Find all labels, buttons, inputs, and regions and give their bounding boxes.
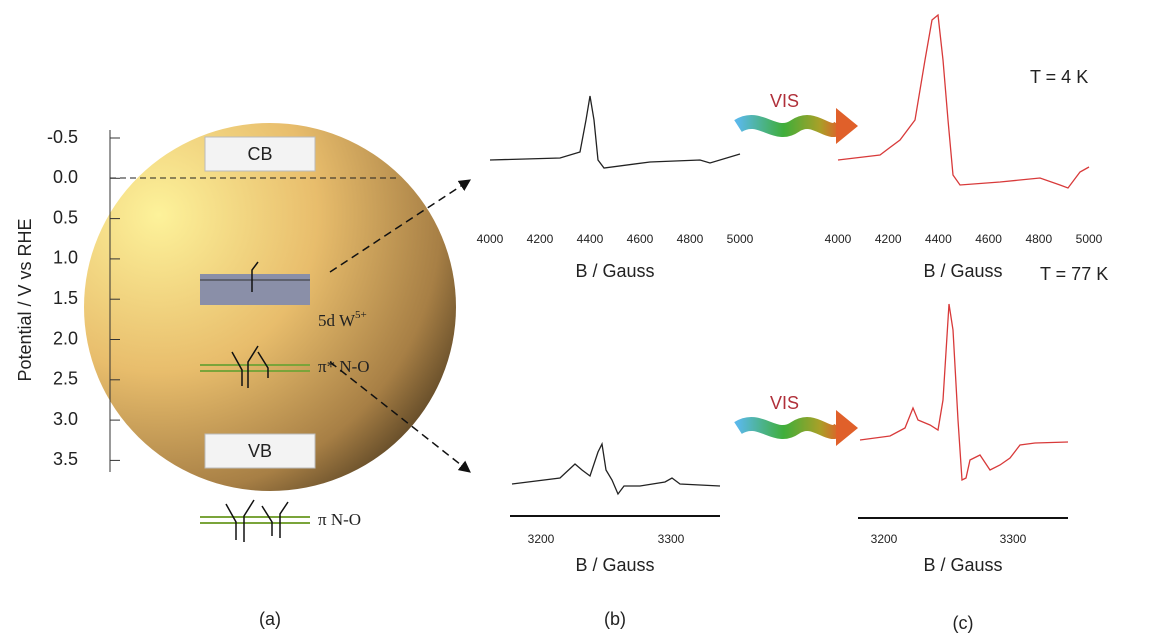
vis-arrow-head xyxy=(836,410,858,446)
x-tick-label: 3300 xyxy=(658,532,685,546)
panel-label: (c) xyxy=(953,613,974,633)
y-tick-label: 0.0 xyxy=(53,167,78,187)
x-tick-label: 4600 xyxy=(975,232,1002,246)
x-axis-label: B / Gauss xyxy=(923,555,1002,575)
x-tick-label: 4000 xyxy=(477,232,504,246)
vis-arrow xyxy=(738,122,840,130)
x-tick-label: 4200 xyxy=(875,232,902,246)
electrons xyxy=(226,500,288,542)
y-tick-label: 1.5 xyxy=(53,288,78,308)
cb-label: CB xyxy=(247,144,272,164)
vb-label: VB xyxy=(248,441,272,461)
y-tick-label: 3.5 xyxy=(53,449,78,469)
x-tick-label: 4800 xyxy=(677,232,704,246)
x-axis-label: B / Gauss xyxy=(575,261,654,281)
panel-label: (a) xyxy=(259,609,281,629)
x-tick-label: 5000 xyxy=(727,232,754,246)
w-text: 5d W xyxy=(318,311,356,330)
w-charge: 5+ xyxy=(355,309,367,321)
x-tick-label: 3200 xyxy=(871,532,898,546)
x-tick-label: 4400 xyxy=(925,232,952,246)
pi-label: π N-O xyxy=(318,510,361,529)
x-tick-label: 4000 xyxy=(825,232,852,246)
x-tick-label: 3300 xyxy=(1000,532,1027,546)
y-tick-label: 1.0 xyxy=(53,248,78,268)
spectrum xyxy=(512,444,720,494)
vis-arrow-head xyxy=(836,108,858,144)
w-band xyxy=(200,274,310,305)
temperature: T = 77 K xyxy=(1040,264,1108,284)
x-tick-label: 4600 xyxy=(627,232,654,246)
temperature: T = 4 K xyxy=(1030,67,1088,87)
x-tick-label: 5000 xyxy=(1076,232,1103,246)
y-tick-label: 3.0 xyxy=(53,409,78,429)
y-tick-label: 2.5 xyxy=(53,369,78,389)
x-tick-label: 4400 xyxy=(577,232,604,246)
x-tick-label: 3200 xyxy=(528,532,555,546)
panel-label: (b) xyxy=(604,609,626,629)
x-axis-label: B / Gauss xyxy=(575,555,654,575)
y-tick-label: 2.0 xyxy=(53,328,78,348)
x-axis-label: B / Gauss xyxy=(923,261,1002,281)
spectrum xyxy=(838,15,1089,188)
vis-label: VIS xyxy=(770,91,799,111)
y-tick-label: 0.5 xyxy=(53,207,78,227)
figure: Potential / V vs RHE CB VB 5d W5+ π* N-O… xyxy=(0,0,1151,637)
vis-label: VIS xyxy=(770,393,799,413)
spectrum xyxy=(490,96,740,168)
x-tick-label: 4200 xyxy=(527,232,554,246)
y-tick-label: -0.5 xyxy=(47,127,78,147)
y-axis-label: Potential / V vs RHE xyxy=(15,218,35,381)
x-tick-label: 4800 xyxy=(1025,232,1052,246)
spectrum xyxy=(860,304,1068,480)
vis-arrow xyxy=(738,424,840,432)
